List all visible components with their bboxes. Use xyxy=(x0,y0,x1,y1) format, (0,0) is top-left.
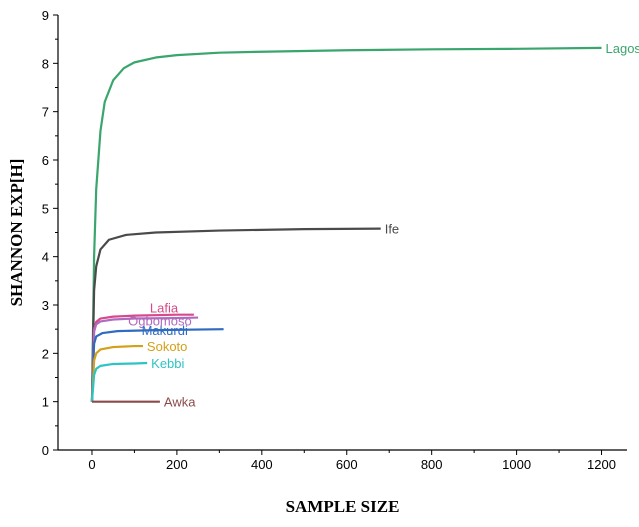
x-tick-label: 200 xyxy=(166,457,188,472)
y-tick-label: 5 xyxy=(42,201,49,216)
y-tick-label: 8 xyxy=(42,56,49,71)
x-tick-label: 800 xyxy=(421,457,443,472)
y-tick-label: 9 xyxy=(42,8,49,23)
x-tick-label: 1200 xyxy=(587,457,616,472)
series-label-kebbi: Kebbi xyxy=(151,356,184,371)
x-tick-label: 400 xyxy=(251,457,273,472)
y-tick-label: 3 xyxy=(42,298,49,313)
y-axis-title: SHANNON EXP[H] xyxy=(7,159,26,307)
y-tick-label: 4 xyxy=(42,250,49,265)
series-line-lagos xyxy=(90,46,602,402)
series-label-ife: Ife xyxy=(385,222,399,237)
series-label-lagos: Lagos xyxy=(606,41,639,56)
series-line-sokoto xyxy=(90,344,143,402)
series-line-ife xyxy=(90,227,381,402)
y-tick-label: 2 xyxy=(42,346,49,361)
series-label-makurdi: Makurdi xyxy=(142,323,188,338)
y-tick-label: 7 xyxy=(42,105,49,120)
series xyxy=(90,46,602,403)
series-line-makurdi xyxy=(90,328,224,402)
x-tick-label: 0 xyxy=(88,457,95,472)
y-tick-label: 0 xyxy=(42,443,49,458)
series-line-ogbomoso xyxy=(90,316,199,402)
series-label-sokoto: Sokoto xyxy=(147,339,187,354)
series-label-lafia: Lafia xyxy=(150,301,179,316)
x-tick-label: 1000 xyxy=(502,457,531,472)
y-tick-label: 6 xyxy=(42,153,49,168)
series-label-awka: Awka xyxy=(164,395,196,410)
y-tick-label: 1 xyxy=(42,395,49,410)
series-line-kebbi xyxy=(90,361,148,402)
x-axis-title: SAMPLE SIZE xyxy=(286,497,400,516)
x-tick-label: 600 xyxy=(336,457,358,472)
series-label-ogbomoso: Ogbomoso xyxy=(128,314,192,329)
ticks: 0 200 400 600 800 1000 1200 0 1 2 3 4 5 6 7 8 9 xyxy=(42,8,616,472)
